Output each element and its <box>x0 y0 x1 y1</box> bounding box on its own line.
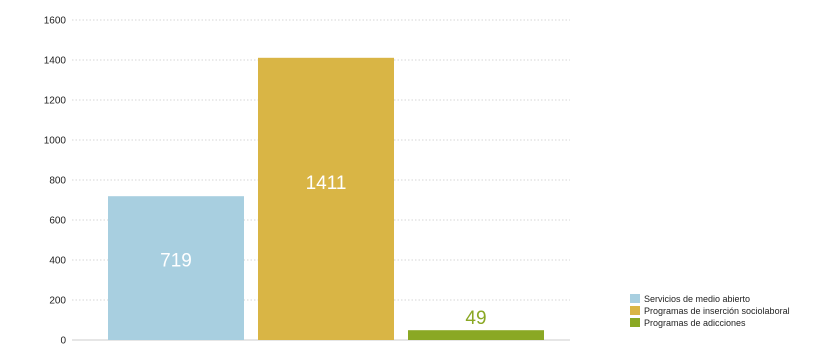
legend-entry-label: Programas de inserción sociolaboral <box>644 306 790 316</box>
bar-data-label: 719 <box>160 250 192 271</box>
bar-data-labels: 719 1411 49 <box>160 173 486 329</box>
y-tick-label: 200 <box>49 296 66 307</box>
y-tick-label: 600 <box>49 216 66 227</box>
bars <box>108 57 544 341</box>
y-tick-label: 1000 <box>44 136 67 147</box>
legend: Servicios de medio abierto Programas de i… <box>630 294 790 328</box>
y-axis-ticks: 0 200 400 600 800 1000 1200 1400 1600 <box>44 16 67 345</box>
legend-swatch <box>630 318 640 327</box>
bar-data-label: 49 <box>465 308 486 329</box>
legend-entry-label: Programas de adicciones <box>644 318 746 328</box>
bar-data-label: 1411 <box>306 173 347 194</box>
legend-swatch <box>630 294 640 303</box>
y-tick-label: 400 <box>49 256 66 267</box>
legend-swatch <box>630 306 640 315</box>
y-tick-label: 1200 <box>44 96 67 107</box>
bar <box>408 330 544 340</box>
bar <box>258 57 394 341</box>
bar <box>108 196 244 340</box>
y-tick-label: 800 <box>49 176 66 187</box>
legend-entry-label: Servicios de medio abierto <box>644 294 750 304</box>
y-tick-label: 1600 <box>44 16 67 27</box>
y-tick-label: 0 <box>60 336 66 345</box>
y-tick-label: 1400 <box>44 56 67 67</box>
